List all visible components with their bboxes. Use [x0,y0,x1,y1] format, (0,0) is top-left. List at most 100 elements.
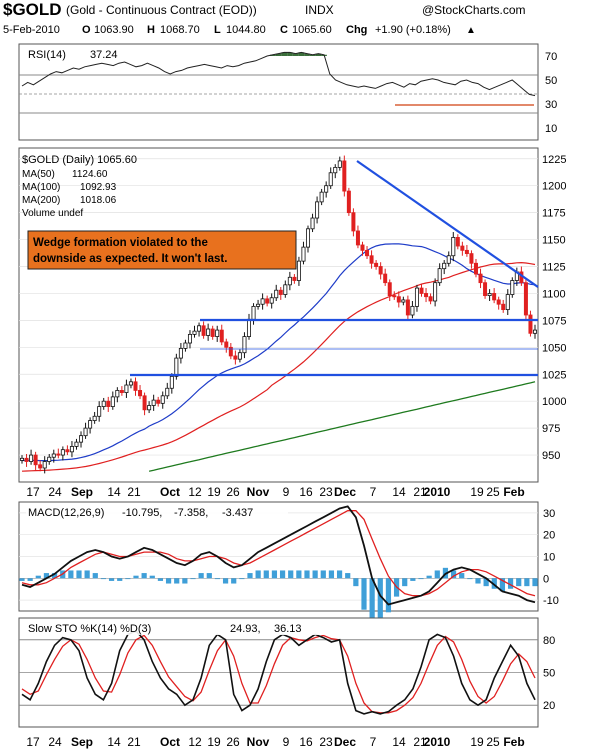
macd-histogram-bar [222,578,229,584]
candle-body [165,387,170,397]
x-axis-label: 24 [48,735,62,749]
high-label: H [147,24,155,36]
macd-histogram-bar [524,578,530,587]
x-axis-label: Feb [503,485,524,499]
candle-body [260,298,265,305]
x-axis-label: 25 [486,735,500,749]
sto-panel: Slow STO %K(14) %D(3) 24.93, 36.13 80 50 2… [18,617,555,728]
candle-body [156,399,161,404]
macd-histogram-bar [247,573,253,579]
candle-body [433,282,438,302]
symbol-title: $GOLD [3,0,62,19]
x-axis-label: 12 [188,485,202,499]
rsi-line [21,51,536,97]
macd-histogram-bar [182,578,188,584]
candle-body [101,400,106,407]
macd-histogram-bar [353,578,359,587]
candle-body [296,260,301,281]
macd-histogram-bar [296,570,302,579]
x-axis-labels-bottom: 17 24 Sep 14 21 Oct 12 19 26 Nov 9 16 23 Dec 7 14 212010… [26,735,524,749]
candle-body [256,303,261,307]
price-tick-label: 1200 [542,181,566,193]
price-tick-label: 950 [542,450,560,462]
candle-body [483,282,488,297]
x-axis-label: 19 [207,735,221,749]
candle-body [242,336,247,354]
x-axis-label: 19 [470,735,484,749]
x-axis-label: 23 [319,735,333,749]
x-axis-label: 23 [319,485,333,499]
candle-body [424,293,429,298]
candle-body [528,314,533,334]
candle-body [383,273,388,284]
ma100-legend-label: MA(100) [22,182,60,193]
candle-body [142,395,147,411]
macd-histogram-bar [483,578,489,587]
candle-body [79,435,84,443]
macd-histogram-bar [100,578,107,580]
x-axis-label: Dec [334,485,356,499]
x-axis-label: Dec [334,735,356,749]
open-label: O [82,24,91,36]
price-tick-label: 1125 [542,262,566,274]
candle-body [437,268,442,284]
x-axis-label: 14 [392,485,406,499]
low-value: 1044.80 [226,24,266,36]
macd-histogram-bar [133,575,139,579]
candle-body [215,329,220,337]
candle-body [65,449,70,453]
candle-body [206,328,211,336]
ma200-legend-value: 1018.06 [80,195,117,206]
macd-histogram-bar [410,578,416,581]
macd-histogram-bar [418,578,424,580]
x-axis-label: 16 [299,485,313,499]
x-axis-label: 25 [486,485,500,499]
macd-tick-label: -10 [543,595,559,607]
quote-date: 5-Feb-2010 [3,24,60,36]
candle-body [301,246,306,262]
price-tick-label: 1175 [542,208,566,220]
candle-body [119,390,124,393]
macd-histogram-bar [190,578,196,580]
x-axis-label: Sep [71,485,93,499]
macd-histogram-bar [231,578,237,584]
macd-histogram-bar [279,570,286,579]
candle-body [337,160,342,168]
candle-body [19,457,24,461]
macd-histogram-bar [149,575,155,579]
symbol-name: (Gold - Continuous Contract (EOD)) [66,3,257,17]
candle-body [410,305,415,316]
macd-histogram-bar [320,570,326,579]
x-axis-label: 12 [188,735,202,749]
macd-label: MACD(12,26,9) [28,507,104,519]
rsi-tick-label: 50 [545,75,557,87]
candle-body [246,318,251,337]
brand-watermark: @StockCharts.com [422,3,526,17]
exchange-label: INDX [305,3,334,17]
candle-body [251,305,256,320]
candle-body [29,454,34,462]
candle-body [324,185,329,193]
rsi-tick-label: 30 [545,99,557,111]
candle-body [74,441,79,447]
macd-histogram-bar [198,573,204,579]
chart-header: $GOLD (Gold - Continuous Contract (EOD))… [3,0,526,36]
candle-body [510,280,515,295]
macd-histogram-bar [174,578,180,584]
high-value: 1068.70 [160,24,200,36]
macd-histogram-bar [271,570,278,579]
x-axis-label: 19 [207,485,221,499]
x-axis-label: Sep [71,735,93,749]
x-axis-label: 2010 [424,735,451,749]
candle-body [228,346,233,357]
macd-histogram-bar [377,578,383,623]
macd-histogram-bar [336,570,343,579]
macd-histogram-bar [304,570,310,579]
candle-body [446,255,451,264]
x-axis-label: 26 [226,735,240,749]
candle-body [83,427,88,437]
candle-body [387,282,392,297]
x-axis-label: 19 [470,485,484,499]
candle-body [151,399,156,406]
